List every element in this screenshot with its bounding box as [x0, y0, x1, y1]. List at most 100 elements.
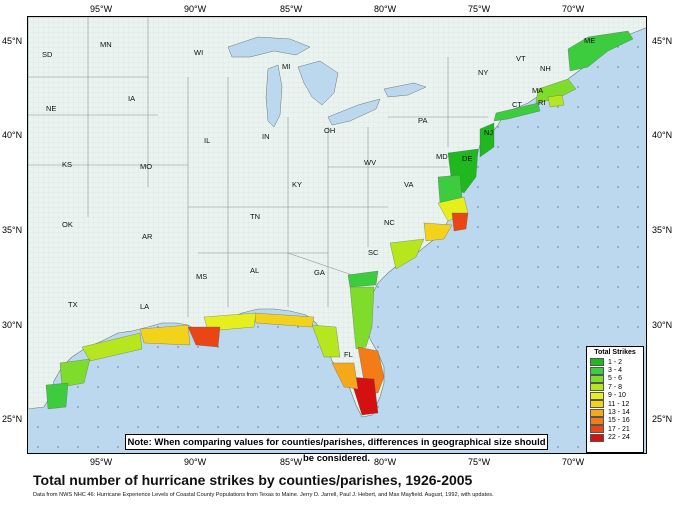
legend-swatch: [590, 383, 604, 392]
state-label: IN: [262, 132, 270, 141]
map-canvas: SD MN WI MI NY VT NH ME MA CT RI IA NE I…: [28, 17, 646, 453]
lon-label-bottom: 80°W: [374, 457, 397, 467]
lake-erie: [327, 98, 381, 126]
lat-label-left: 25°N: [2, 414, 23, 424]
legend-item: 11 - 12: [590, 400, 640, 409]
lake-michigan: [265, 64, 283, 128]
lon-label-top: 85°W: [280, 4, 303, 14]
state-labels: SD MN WI MI NY VT NH ME MA CT RI IA NE I…: [42, 36, 595, 359]
legend-swatch: [590, 391, 604, 400]
legend-title: Total Strikes: [594, 349, 636, 356]
lake-superior: [227, 36, 311, 58]
state-label: DE: [462, 154, 472, 163]
legend-swatch: [590, 416, 604, 425]
county-la-east: [187, 326, 221, 348]
map-frame: SD MN WI MI NY VT NH ME MA CT RI IA NE I…: [27, 16, 647, 454]
state-label: OH: [324, 126, 335, 135]
county-tx-mid: [59, 358, 91, 388]
state-label: NE: [46, 104, 56, 113]
legend-swatch: [590, 358, 604, 367]
great-lakes: [227, 36, 427, 128]
strike-counties: [45, 30, 634, 416]
state-label: LA: [140, 302, 149, 311]
county-fl-gulf: [311, 324, 341, 358]
county-nj: [479, 122, 495, 158]
county-ma: [535, 78, 577, 104]
state-label: ME: [584, 36, 595, 45]
state-label: MI: [282, 62, 290, 71]
state-label: WV: [364, 158, 376, 167]
legend-swatch: [590, 425, 604, 434]
state-boundaries: [28, 17, 488, 317]
lat-label-right: 45°N: [652, 36, 673, 46]
lat-label-left: 45°N: [2, 36, 23, 46]
map-title: Total number of hurricane strikes by cou…: [33, 472, 473, 488]
state-label: TN: [250, 212, 260, 221]
county-ri: [547, 94, 565, 108]
lon-label-top: 70°W: [562, 4, 585, 14]
lon-label-bottom: 85°W: [280, 457, 303, 467]
state-label: SC: [368, 248, 379, 257]
county-me: [567, 30, 634, 72]
state-label: GA: [314, 268, 325, 277]
lat-label-left: 30°N: [2, 320, 23, 330]
state-label: MD: [436, 152, 448, 161]
legend-swatch: [590, 366, 604, 375]
lat-label-right: 30°N: [652, 320, 673, 330]
lat-label-right: 25°N: [652, 414, 673, 424]
state-label: KY: [292, 180, 302, 189]
state-label: MS: [196, 272, 207, 281]
legend-item: 17 - 21: [590, 425, 640, 434]
state-label: TX: [68, 300, 78, 309]
state-label: VA: [404, 180, 413, 189]
state-label: AR: [142, 232, 153, 241]
county-al-ms: [203, 312, 257, 332]
county-nc-south: [423, 222, 453, 242]
lake-ontario: [383, 82, 427, 98]
state-label: OK: [62, 220, 73, 229]
legend-label: 9 - 10: [608, 392, 626, 400]
legend-item: 5 - 6: [590, 374, 640, 383]
lat-label-left: 40°N: [2, 130, 23, 140]
state-label: NY: [478, 68, 488, 77]
state-label: MA: [532, 86, 543, 95]
legend-item: 3 - 4: [590, 366, 640, 375]
lon-label-top: 75°W: [468, 4, 491, 14]
state-label: WI: [194, 48, 203, 57]
legend-item: 9 - 10: [590, 391, 640, 400]
county-fl-east: [349, 286, 375, 350]
lon-label-bottom: 90°W: [184, 457, 207, 467]
state-label: RI: [538, 98, 546, 107]
state-label: NC: [384, 218, 395, 227]
legend-swatch: [590, 374, 604, 383]
county-fl-panhandle: [253, 312, 315, 328]
state-label: IA: [128, 94, 135, 103]
legend-item: 15 - 16: [590, 416, 640, 425]
lon-label-bottom: 95°W: [90, 457, 113, 467]
lon-label-top: 90°W: [184, 4, 207, 14]
state-label: MO: [140, 162, 152, 171]
state-label: KS: [62, 160, 72, 169]
legend-label: 17 - 21: [608, 425, 630, 433]
legend-label: 11 - 12: [608, 400, 630, 408]
county-ct-ny: [493, 102, 541, 122]
legend-item: 13 - 14: [590, 408, 640, 417]
lat-label-right: 40°N: [652, 130, 673, 140]
county-fl-west: [331, 362, 359, 390]
lon-label-bottom: 75°W: [468, 457, 491, 467]
state-label: AL: [250, 266, 259, 275]
state-label: FL: [344, 350, 353, 359]
state-label: MN: [100, 40, 112, 49]
legend-label: 1 - 2: [608, 358, 623, 366]
legend-item: 7 - 8: [590, 383, 640, 392]
state-label: IL: [204, 136, 210, 145]
legend-swatch: [590, 400, 604, 409]
state-label: CT: [512, 100, 522, 109]
state-label: NH: [540, 64, 551, 73]
legend-label: 7 - 8: [608, 383, 623, 391]
county-nc-outer-banks: [451, 212, 469, 232]
state-label: SD: [42, 50, 53, 59]
legend-swatch: [590, 408, 604, 417]
